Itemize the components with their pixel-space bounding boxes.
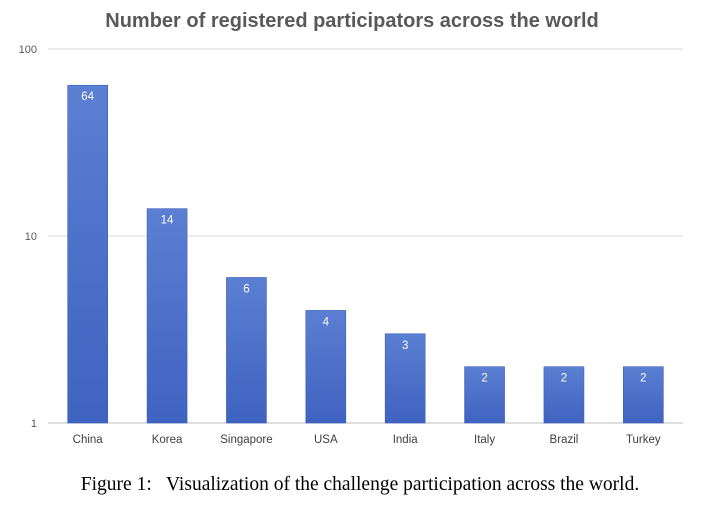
- y-tick-label: 1: [31, 418, 37, 430]
- x-tick-label: Turkey: [626, 434, 661, 446]
- data-label: 2: [481, 373, 487, 385]
- y-tick-label: 10: [25, 231, 37, 243]
- figure-caption: Figure 1: Visualization of the challenge…: [80, 474, 640, 495]
- x-tick-label: Italy: [474, 434, 495, 446]
- bar-italy: [464, 366, 505, 424]
- data-label: 64: [81, 91, 94, 103]
- bar-korea: [146, 208, 188, 424]
- chart-title: Number of registered participators acros…: [105, 10, 598, 32]
- data-label: 2: [561, 373, 567, 385]
- gridlines: [48, 48, 683, 424]
- x-tick-label: India: [393, 434, 419, 446]
- y-tick-label: 100: [19, 44, 37, 56]
- data-label: 3: [402, 340, 408, 352]
- bar-china: [67, 84, 108, 424]
- y-axis-ticks: 1 10 100: [19, 44, 37, 430]
- bar-brazil: [543, 366, 585, 424]
- bar-india: [384, 333, 426, 424]
- bar-singapore: [226, 277, 267, 424]
- bar-chart: Number of registered participators acros…: [19, 10, 683, 446]
- data-label: 6: [243, 283, 249, 295]
- x-tick-label: Brazil: [550, 434, 579, 446]
- data-label: 4: [323, 316, 330, 328]
- data-label: 2: [640, 373, 646, 385]
- x-tick-label: Singapore: [220, 434, 272, 446]
- data-label: 14: [161, 215, 174, 227]
- bar-usa: [305, 310, 347, 424]
- x-tick-label: China: [73, 434, 104, 446]
- x-axis-labels: China Korea Singapore USA India Italy Brazil Tu…: [73, 434, 661, 446]
- bar-turkey: [623, 366, 664, 424]
- x-tick-label: Korea: [152, 434, 183, 446]
- x-tick-label: USA: [314, 434, 338, 446]
